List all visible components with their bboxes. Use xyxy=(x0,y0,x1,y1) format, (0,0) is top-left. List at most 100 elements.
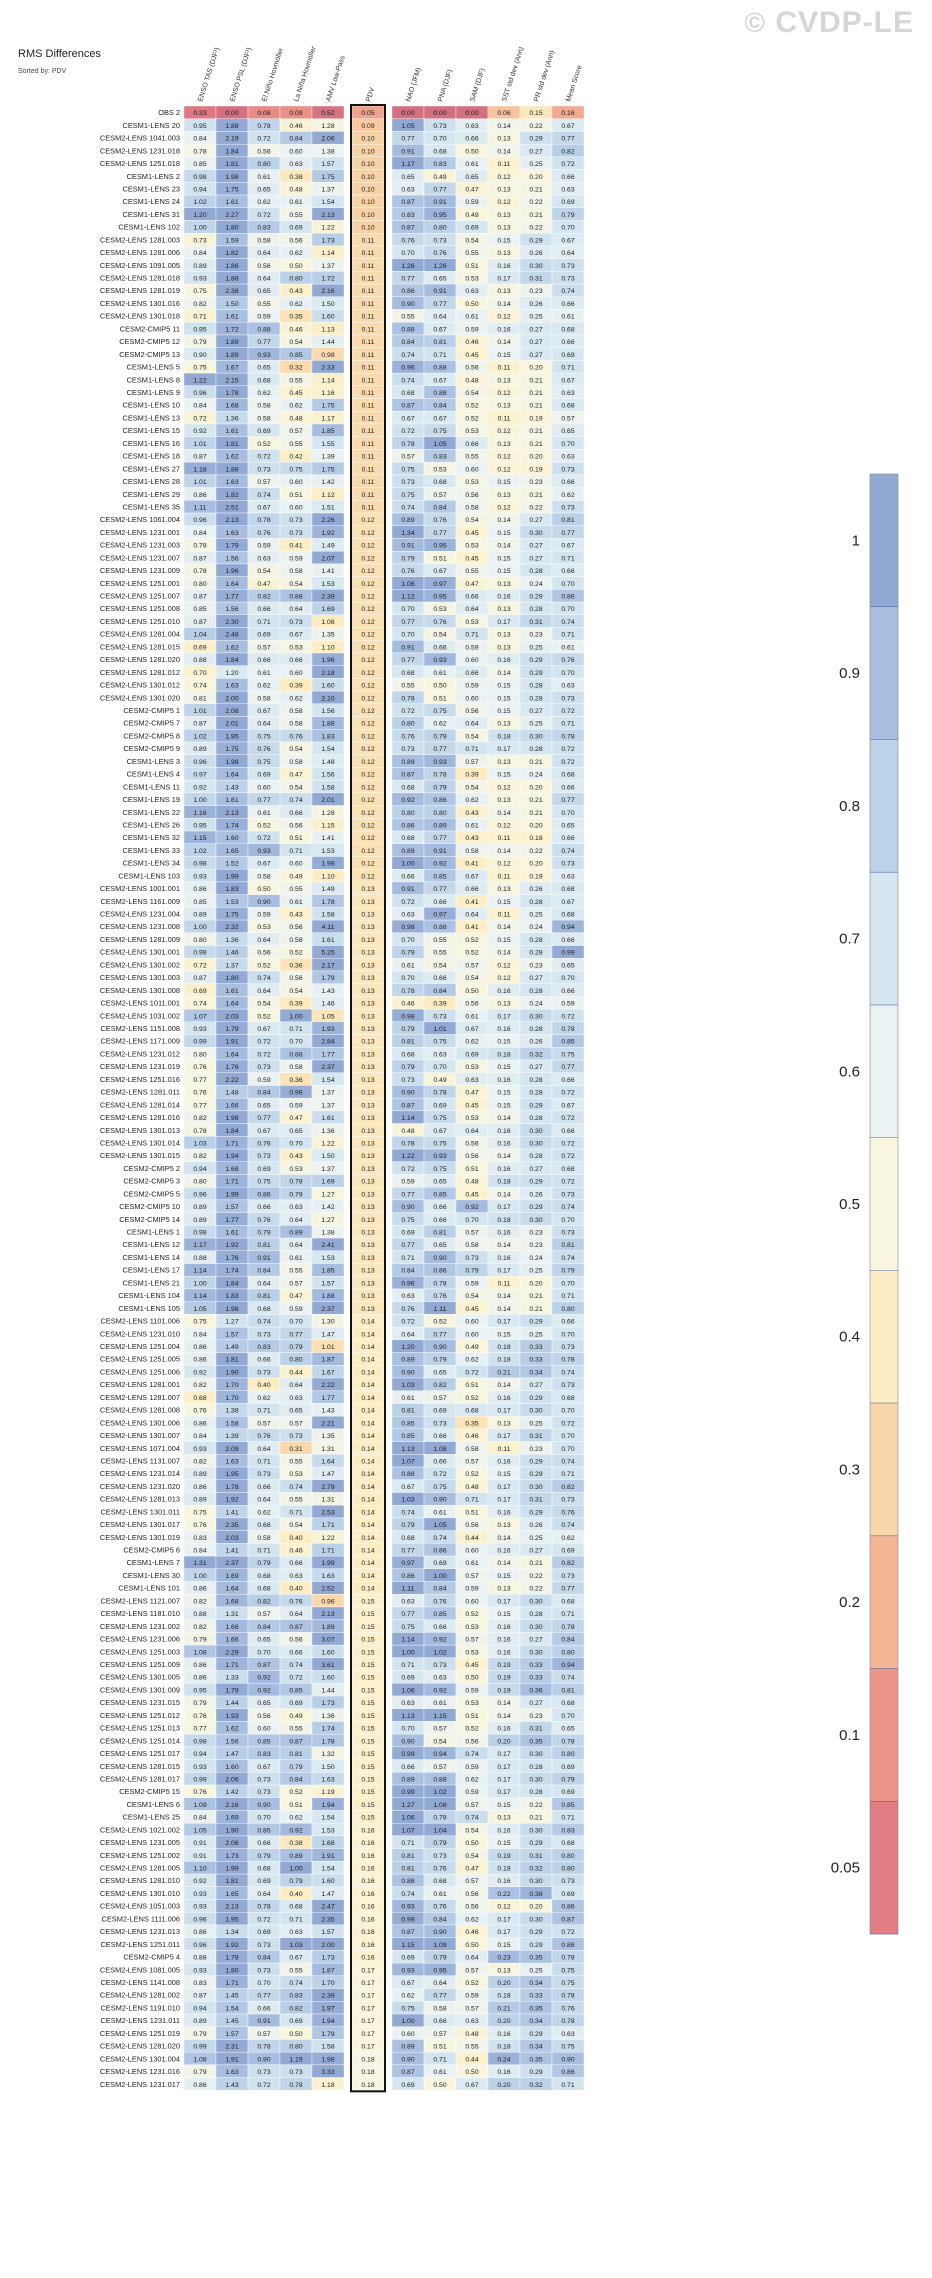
row-label: CESM1-LENS 7 xyxy=(127,1558,180,1567)
cell-value: 1.43 xyxy=(321,1408,334,1415)
cell-value: 0.75 xyxy=(257,1179,270,1186)
cell-value: 0.74 xyxy=(561,1675,574,1682)
cell-value: 0.74 xyxy=(561,1255,574,1262)
cell-value: 0.81 xyxy=(257,1293,270,1300)
cell-value: 0.53 xyxy=(433,606,446,613)
cell-value: 2.13 xyxy=(225,1904,238,1911)
row-label: CESM1-LENS 26 xyxy=(122,820,180,829)
cell-value: 1.98 xyxy=(225,174,238,181)
cell-value: 0.87 xyxy=(289,1624,302,1631)
row-label: CESM2-LENS 1281.010 xyxy=(100,1876,180,1885)
cell-value: 0.36 xyxy=(529,1687,542,1694)
cell-value: 0.14 xyxy=(497,148,510,155)
cell-value: 0.60 xyxy=(257,1726,270,1733)
cell-value: 1.78 xyxy=(321,899,334,906)
cell-value: 0.97 xyxy=(433,912,446,919)
cell-value: 0.16 xyxy=(497,1128,510,1135)
cell-value: 0.16 xyxy=(497,1077,510,1084)
cell-value: 1.63 xyxy=(225,683,238,690)
row-label: CESM1-LENS 20 xyxy=(122,121,180,130)
cell-value: 1.10 xyxy=(321,644,334,651)
cell-value: 0.14 xyxy=(497,1535,510,1542)
cell-value: 0.41 xyxy=(289,543,302,550)
cell-value: 0.56 xyxy=(289,822,302,829)
cell-value: 1.14 xyxy=(193,1293,206,1300)
cell-value: 2.32 xyxy=(225,924,238,931)
cell-value: 0.12 xyxy=(361,581,374,588)
cell-value: 0.78 xyxy=(561,1993,574,2000)
cell-value: 0.16 xyxy=(361,1904,374,1911)
cell-value: 1.50 xyxy=(225,301,238,308)
cell-value: 0.76 xyxy=(401,733,414,740)
cell-value: 1.75 xyxy=(225,746,238,753)
cell-value: 1.01 xyxy=(321,1344,334,1351)
cell-value: 0.06 xyxy=(497,110,510,117)
cell-value: 1.98 xyxy=(321,2056,334,2063)
cell-value: 0.84 xyxy=(401,1268,414,1275)
cell-value: 0.76 xyxy=(257,530,270,537)
cell-value: 0.68 xyxy=(289,1904,302,1911)
colorbar-tick-label: 0.7 xyxy=(839,931,860,948)
row-label: CESM1-LENS 30 xyxy=(122,1571,180,1580)
cell-value: 0.12 xyxy=(361,873,374,880)
cell-value: 0.72 xyxy=(433,1471,446,1478)
cell-value: 0.66 xyxy=(289,657,302,664)
cell-value: 0.85 xyxy=(193,899,206,906)
cell-value: 0.72 xyxy=(561,1013,574,1020)
cell-value: 0.72 xyxy=(561,708,574,715)
cell-value: 0.09 xyxy=(289,110,302,117)
cell-value: 0.66 xyxy=(561,1319,574,1326)
cell-value: 0.87 xyxy=(561,1916,574,1923)
cell-value: 0.13 xyxy=(361,1064,374,1071)
cell-value: 3.07 xyxy=(321,1637,334,1644)
cell-value: 0.55 xyxy=(289,1497,302,1504)
cell-value: 0.61 xyxy=(257,174,270,181)
cell-value: 0.88 xyxy=(401,326,414,333)
cell-value: 2.13 xyxy=(321,212,334,219)
cell-value: 0.92 xyxy=(433,861,446,868)
cell-value: 0.89 xyxy=(401,2044,414,2051)
cell-value: 0.68 xyxy=(401,1051,414,1058)
cell-value: 1.93 xyxy=(225,1713,238,1720)
cell-value: 0.16 xyxy=(497,1637,510,1644)
row-label: CESM2-LENS 1301.004 xyxy=(100,2054,180,2063)
cell-value: 0.79 xyxy=(401,1522,414,1529)
cell-value: 0.39 xyxy=(289,1001,302,1008)
cell-value: 0.51 xyxy=(289,1802,302,1809)
cell-value: 0.96 xyxy=(193,1191,206,1198)
cell-value: 0.89 xyxy=(401,517,414,524)
cell-value: 0.68 xyxy=(465,1408,478,1415)
row-label: CESM2-LENS 1281.016 xyxy=(100,1113,180,1122)
cell-value: 1.49 xyxy=(321,543,334,550)
cell-value: 0.81 xyxy=(433,1230,446,1237)
cell-value: 0.73 xyxy=(289,2069,302,2076)
cell-value: 0.12 xyxy=(361,733,374,740)
cell-value: 0.77 xyxy=(401,136,414,143)
cell-value: 0.53 xyxy=(465,1115,478,1122)
cell-value: 0.73 xyxy=(433,123,446,130)
row-label: CESM2-LENS 1231.002 xyxy=(100,1622,180,1631)
colorbar-segment xyxy=(870,1801,898,1934)
row-label: CESM1-LENS 101 xyxy=(118,1584,180,1593)
cell-value: 0.20 xyxy=(529,365,542,372)
cell-value: 0.34 xyxy=(529,2018,542,2025)
cell-value: 1.99 xyxy=(225,1866,238,1873)
cell-value: 0.67 xyxy=(401,1484,414,1491)
cell-value: 0.92 xyxy=(401,797,414,804)
cell-value: 0.68 xyxy=(257,1866,270,1873)
cell-value: 0.84 xyxy=(561,1637,574,1644)
cell-value: 0.86 xyxy=(561,1904,574,1911)
cell-value: 0.79 xyxy=(289,1191,302,1198)
cell-value: 0.17 xyxy=(497,1268,510,1275)
cell-value: 0.70 xyxy=(401,250,414,257)
cell-value: 0.15 xyxy=(497,352,510,359)
cell-value: 0.86 xyxy=(193,492,206,499)
cell-value: 0.34 xyxy=(529,1980,542,1987)
cell-value: 1.80 xyxy=(225,225,238,232)
cell-value: 1.47 xyxy=(321,1891,334,1898)
cell-value: 0.11 xyxy=(362,504,375,511)
cell-value: 0.69 xyxy=(257,1878,270,1885)
cell-value: 0.98 xyxy=(193,1230,206,1237)
cell-value: 1.14 xyxy=(401,1115,414,1122)
cell-value: 0.65 xyxy=(289,1128,302,1135)
